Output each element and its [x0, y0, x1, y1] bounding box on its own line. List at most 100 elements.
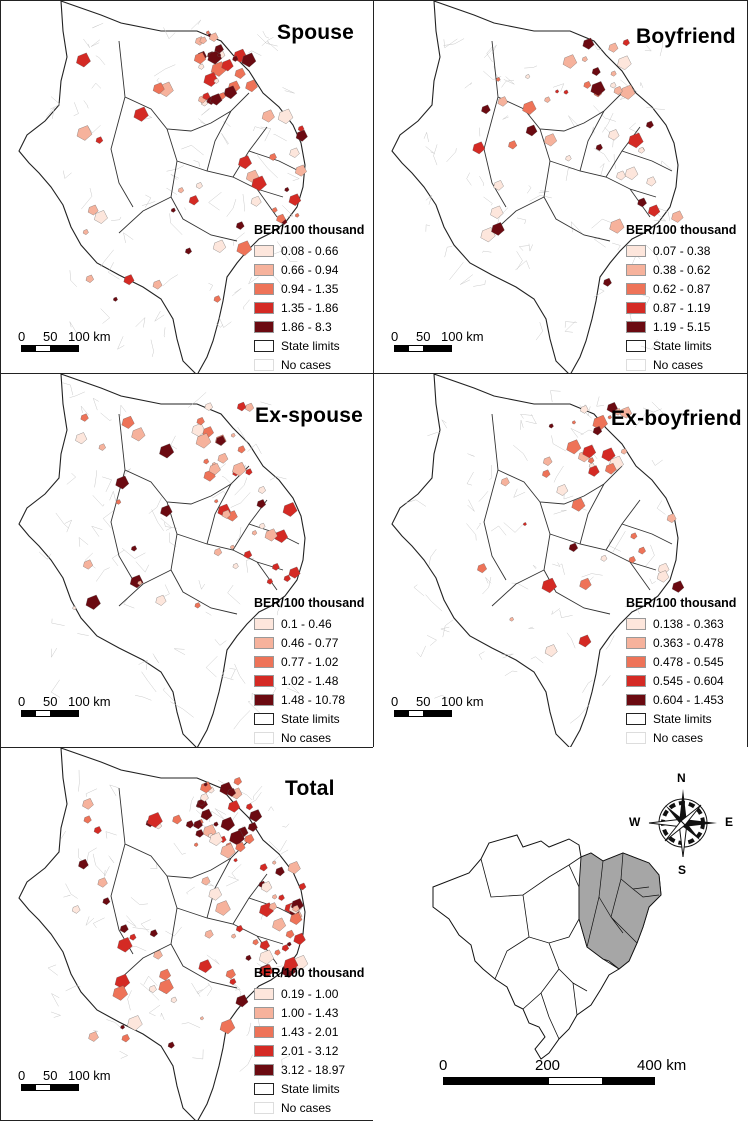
- municipality-area: [78, 858, 89, 870]
- municipality-area: [590, 81, 606, 96]
- municipality-area: [285, 929, 295, 939]
- municipality-area: [198, 63, 205, 70]
- municipality-area: [185, 247, 192, 255]
- legend: BER/100 thousand 0.07 - 0.38 0.38 - 0.62…: [626, 223, 736, 373]
- panel-title: Spouse: [277, 21, 355, 44]
- legend-label: No cases: [281, 730, 332, 745]
- municipality-area: [95, 136, 104, 144]
- legend-swatch: [254, 1063, 274, 1076]
- municipality-area: [637, 197, 647, 208]
- legend-item: 0.87 - 1.19: [626, 298, 736, 317]
- municipality-area: [204, 929, 214, 939]
- municipality-area: [238, 155, 252, 170]
- municipality-area: [581, 56, 588, 63]
- municipality-area: [508, 140, 518, 150]
- municipality-area: [283, 574, 291, 582]
- municipality-area: [193, 842, 199, 847]
- municipality-area: [620, 84, 636, 100]
- legend-item: 0.1 - 0.46: [254, 614, 364, 633]
- region-map: [18, 374, 373, 747]
- municipality-area: [616, 170, 626, 181]
- municipality-area: [525, 124, 538, 137]
- municipality-area: [177, 187, 184, 194]
- municipality-area: [210, 93, 223, 106]
- municipality-area: [204, 402, 213, 411]
- legend-title: BER/100 thousand: [626, 596, 737, 610]
- choropleth-areas: [472, 37, 684, 287]
- legend-swatch: [254, 674, 274, 687]
- municipality-area: [525, 74, 531, 79]
- municipality-area: [591, 67, 601, 76]
- legend-item: 0.66 - 0.94: [254, 260, 364, 279]
- municipality-area: [83, 815, 92, 824]
- municipality-area: [287, 861, 301, 875]
- region-map: [18, 748, 373, 1120]
- municipality-area: [278, 894, 285, 901]
- municipality-area: [232, 55, 239, 62]
- municipality-area: [620, 406, 632, 419]
- municipality-area: [579, 577, 592, 591]
- municipality-area: [236, 240, 252, 256]
- municipality-area: [234, 67, 246, 79]
- legend-item: 1.48 - 10.78: [254, 690, 364, 709]
- legend-label: 0.07 - 0.38: [653, 243, 711, 258]
- legend-label: State limits: [281, 1081, 340, 1096]
- municipality-area: [200, 808, 213, 821]
- legend-item: 0.08 - 0.66: [254, 241, 364, 260]
- municipality-area: [123, 274, 135, 286]
- legend-label: 1.19 - 5.15: [653, 319, 711, 334]
- municipality-area: [277, 108, 294, 124]
- legend-item: No cases: [254, 1098, 364, 1117]
- legend-swatch-state-limits: [254, 1082, 274, 1095]
- municipality-area: [588, 457, 595, 464]
- legend-swatch: [254, 244, 274, 257]
- municipality-area: [578, 634, 592, 648]
- municipality-area: [200, 781, 212, 794]
- scale-label: 50: [43, 1068, 58, 1083]
- municipality-area: [121, 1034, 130, 1043]
- municipality-area: [245, 954, 252, 961]
- map-panel-boyfriend: Boyfriend BER/100 thousand 0.07 - 0.38 0…: [373, 0, 748, 374]
- municipality-area: [600, 554, 608, 562]
- municipality-area: [185, 820, 195, 829]
- municipality-area: [82, 229, 89, 235]
- municipality-area: [98, 443, 106, 451]
- municipality-area: [232, 461, 247, 477]
- municipality-area: [646, 120, 654, 129]
- municipality-area: [217, 53, 222, 58]
- choropleth-areas: [76, 30, 308, 303]
- municipality-area: [93, 826, 102, 835]
- municipality-area: [152, 82, 165, 95]
- scale-label: 400 km: [637, 1057, 687, 1074]
- municipality-area: [172, 814, 182, 825]
- legend-swatch: [626, 655, 646, 668]
- municipality-area: [230, 544, 235, 550]
- municipality-area: [214, 44, 224, 54]
- municipality-area: [495, 77, 501, 82]
- municipality-area: [159, 443, 175, 459]
- legend-item: 0.77 - 1.02: [254, 652, 364, 671]
- municipality-area: [671, 580, 685, 593]
- legend-label: 0.1 - 0.46: [281, 616, 332, 631]
- municipality-area: [281, 944, 290, 952]
- legend-item: State limits: [254, 336, 364, 355]
- legend-swatch-no-cases: [254, 1101, 274, 1114]
- municipality-area: [249, 809, 263, 823]
- municipality-area: [208, 463, 221, 475]
- municipality-area: [269, 153, 277, 161]
- legend-swatch: [626, 674, 646, 687]
- legend-item: 1.19 - 5.15: [626, 317, 736, 336]
- map-panel-ex-spouse: Ex-spouse BER/100 thousand 0.1 - 0.46 0.…: [0, 373, 374, 748]
- legend-swatch: [626, 263, 646, 276]
- municipality-area: [235, 925, 244, 933]
- legend: BER/100 thousand 0.138 - 0.363 0.363 - 0…: [626, 596, 736, 747]
- panel-title: Ex-spouse: [255, 404, 363, 427]
- municipality-area: [115, 499, 122, 505]
- legend-swatch-no-cases: [254, 731, 274, 744]
- municipality-area: [608, 129, 620, 141]
- legend-swatch: [254, 1025, 274, 1038]
- legend-swatch: [626, 693, 646, 706]
- legend-label: 0.545 - 0.604: [653, 673, 724, 688]
- legend-title: BER/100 thousand: [254, 596, 365, 610]
- municipality-area: [215, 435, 226, 446]
